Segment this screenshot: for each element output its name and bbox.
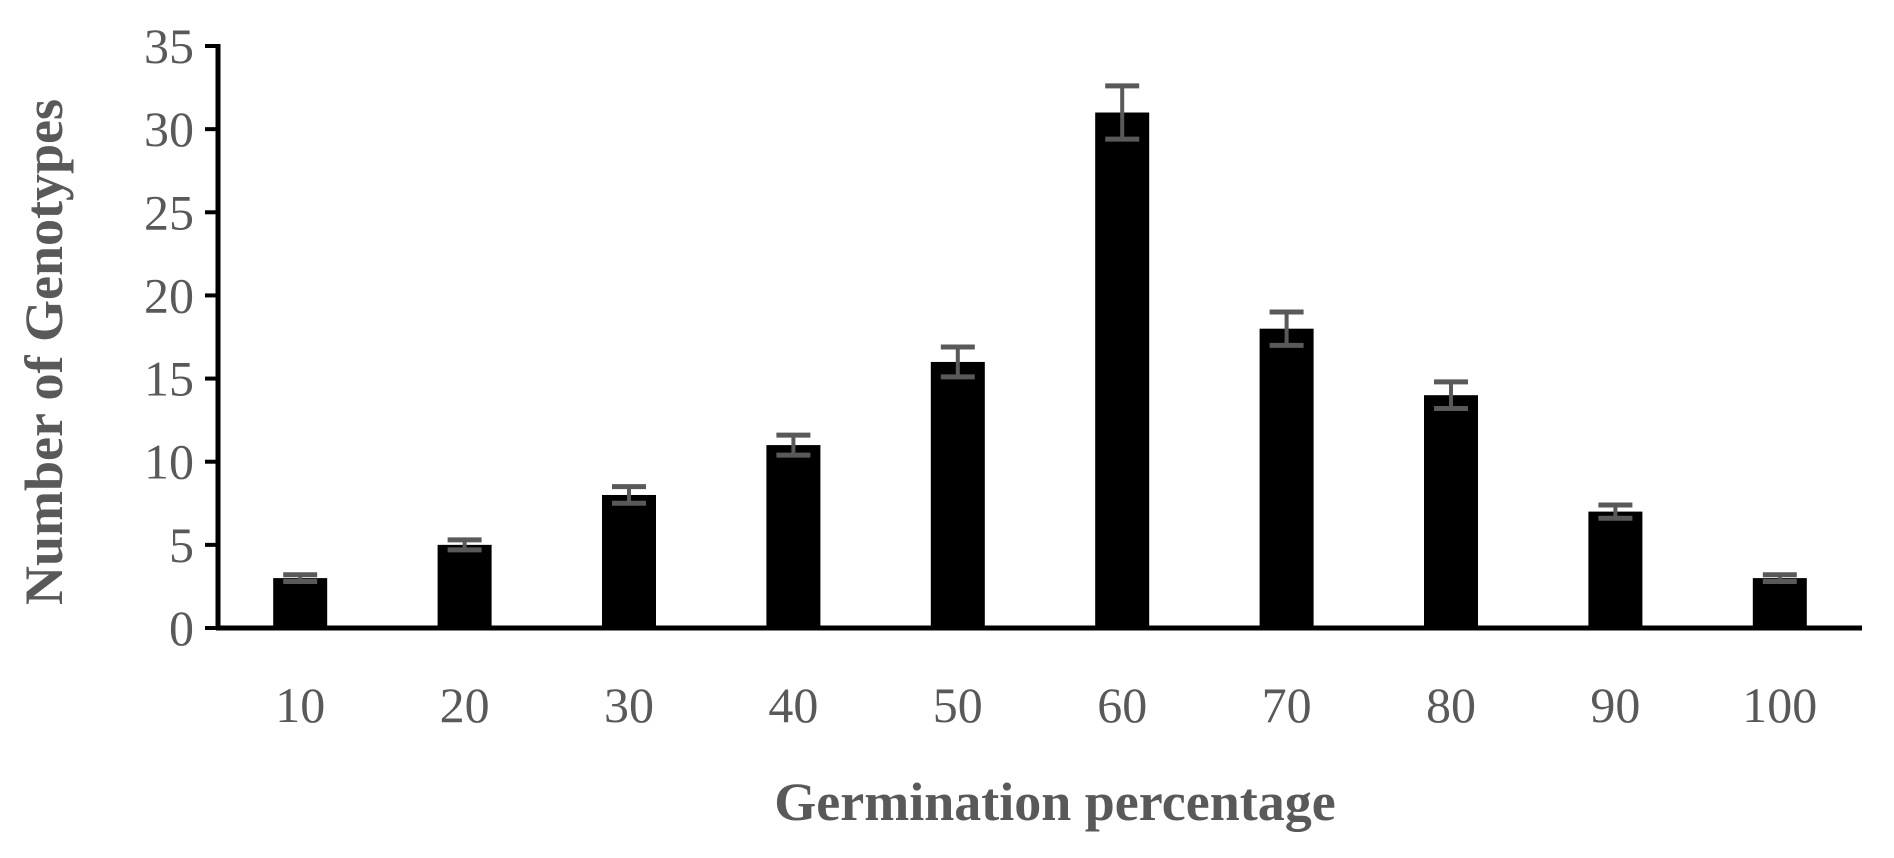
axes-group: [205, 44, 1862, 631]
x-tick-label-80: 80: [1426, 677, 1476, 733]
y-axis-title: Number of Genotypes: [14, 99, 74, 605]
x-tick-label-20: 20: [440, 677, 490, 733]
x-tick-label-50: 50: [933, 677, 983, 733]
y-tick-label-15: 15: [144, 351, 194, 407]
x-tick-label-100: 100: [1742, 677, 1817, 733]
y-tick-label-35: 35: [144, 18, 194, 74]
bars-group: [273, 112, 1807, 628]
error-bars-group: [283, 83, 1797, 584]
x-tick-labels: 10 20 30 40 50 60 70 80 90 100: [275, 677, 1817, 733]
y-tick-label-5: 5: [169, 517, 194, 573]
bar-10: [273, 578, 328, 628]
y-tick-labels: 0 5 10 15 20 25 30 35: [144, 18, 194, 656]
bar-60: [1095, 112, 1150, 628]
bar-80: [1424, 395, 1478, 628]
bar-90: [1588, 511, 1643, 628]
x-tick-label-90: 90: [1590, 677, 1640, 733]
y-tick-label-20: 20: [144, 267, 194, 323]
y-tick-label-25: 25: [144, 184, 194, 240]
x-tick-label-70: 70: [1262, 677, 1312, 733]
x-tick-label-30: 30: [604, 677, 654, 733]
bar-50: [930, 361, 985, 628]
x-axis-title: Germination percentage: [774, 772, 1335, 832]
bar-70: [1259, 328, 1314, 628]
y-tick-label-30: 30: [144, 101, 194, 157]
x-tick-label-10: 10: [275, 677, 325, 733]
x-tick-label-40: 40: [768, 677, 818, 733]
bar-20: [437, 544, 492, 628]
y-tick-label-0: 0: [169, 600, 194, 656]
bar-30: [602, 494, 656, 628]
bar-40: [766, 445, 821, 628]
x-tick-label-60: 60: [1097, 677, 1147, 733]
bar-100: [1752, 578, 1807, 628]
y-tick-label-10: 10: [144, 434, 194, 490]
